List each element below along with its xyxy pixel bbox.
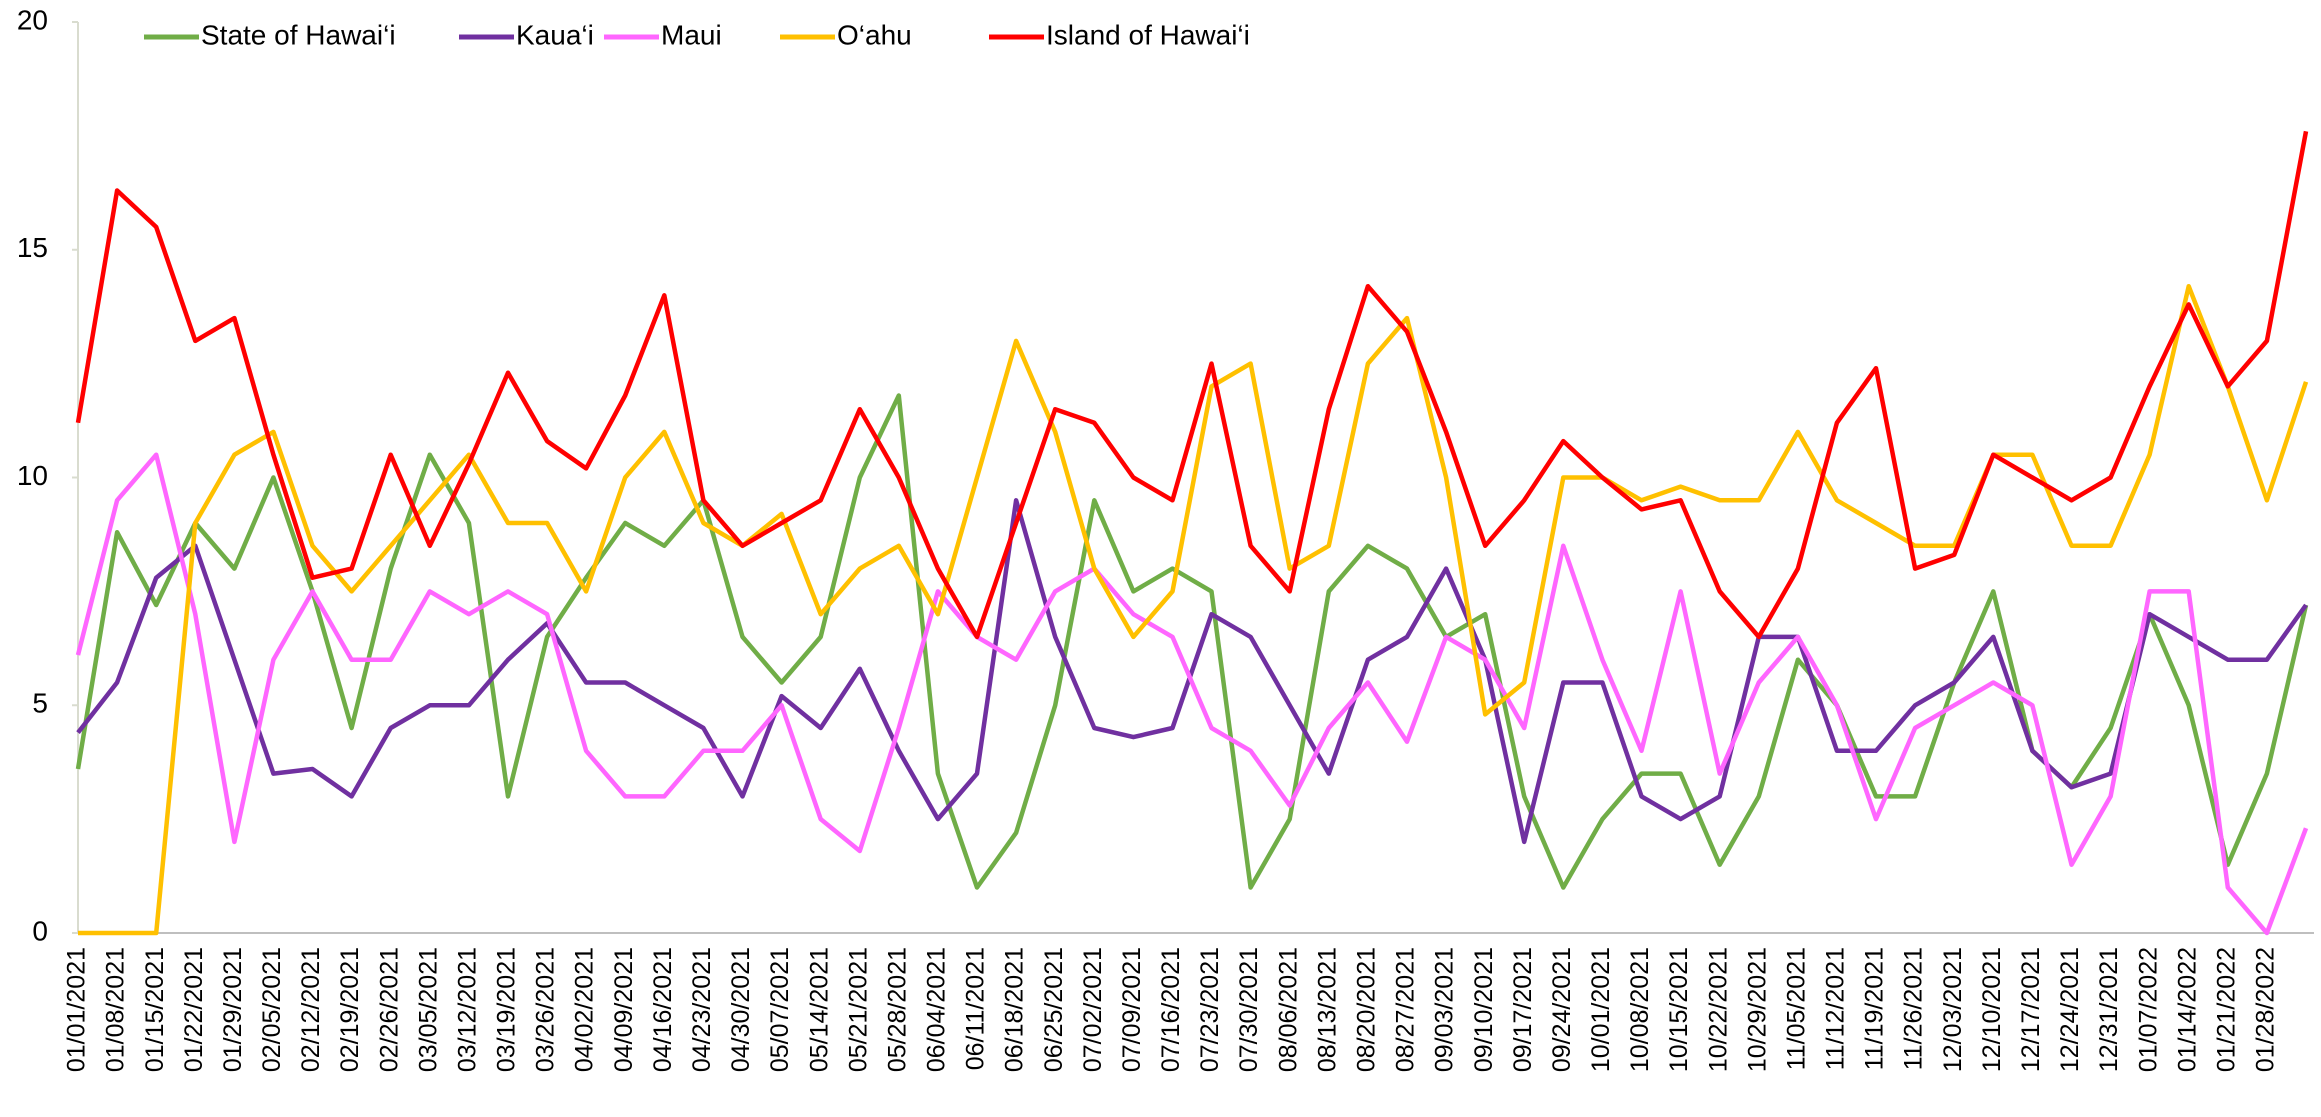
x-tick-label: 04/30/2021 xyxy=(727,947,755,1072)
x-tick-label: 01/28/2022 xyxy=(2252,947,2280,1072)
x-tick-label: 10/29/2021 xyxy=(1743,947,1771,1072)
x-tick-label: 01/01/2021 xyxy=(63,947,91,1072)
x-tick-label: 08/13/2021 xyxy=(1313,947,1341,1072)
series-line xyxy=(78,283,2309,936)
x-tick-label: 04/09/2021 xyxy=(610,947,638,1072)
x-tick-label: 04/16/2021 xyxy=(649,947,677,1072)
x-tick-label: 12/10/2021 xyxy=(1978,947,2006,1072)
x-tick-label: 07/23/2021 xyxy=(1196,947,1224,1072)
x-tick-label: 06/04/2021 xyxy=(923,947,951,1072)
x-tick-label: 07/16/2021 xyxy=(1157,947,1185,1072)
x-tick-label: 07/02/2021 xyxy=(1079,947,1107,1072)
x-tick-label: 06/25/2021 xyxy=(1040,947,1068,1072)
x-tick-label: 10/15/2021 xyxy=(1665,947,1693,1072)
x-tick-label: 08/20/2021 xyxy=(1353,947,1381,1072)
x-tick-label: 02/19/2021 xyxy=(336,947,364,1072)
x-tick-label: 09/10/2021 xyxy=(1470,947,1498,1072)
x-tick-label: 08/06/2021 xyxy=(1274,947,1302,1072)
x-tick-label: 09/24/2021 xyxy=(1548,947,1576,1072)
x-tick-label: 11/05/2021 xyxy=(1782,947,1810,1070)
x-tick-label: 03/26/2021 xyxy=(532,947,560,1072)
x-tick-label: 06/11/2021 xyxy=(962,947,990,1070)
legend-label: Maui xyxy=(661,19,722,50)
x-tick-label: 04/02/2021 xyxy=(571,947,599,1072)
series-line xyxy=(75,452,2309,936)
x-tick-label: 01/21/2022 xyxy=(2212,947,2240,1072)
series-line xyxy=(75,393,2309,890)
x-tick-label: 10/22/2021 xyxy=(1704,947,1732,1072)
x-tick-label: 06/18/2021 xyxy=(1001,947,1029,1072)
x-tick-label: 11/19/2021 xyxy=(1861,947,1889,1070)
legend-label: Island of Hawai‘i xyxy=(1046,19,1250,50)
x-tick-label: 03/05/2021 xyxy=(414,947,442,1072)
x-tick-label: 01/14/2022 xyxy=(2173,947,2201,1072)
x-tick-label: 01/15/2021 xyxy=(141,947,169,1072)
x-tick-label: 08/27/2021 xyxy=(1392,947,1420,1072)
legend-label: State of Hawai‘i xyxy=(201,19,396,50)
x-tick-label: 10/08/2021 xyxy=(1626,947,1654,1072)
x-tick-label: 03/19/2021 xyxy=(493,947,521,1072)
x-tick-label: 01/22/2021 xyxy=(180,947,208,1072)
x-tick-label: 02/12/2021 xyxy=(297,947,325,1072)
legend-label: O‘ahu xyxy=(837,19,912,50)
x-tick-label: 05/21/2021 xyxy=(844,947,872,1072)
x-tick-label: 07/30/2021 xyxy=(1235,947,1263,1072)
x-tick-label: 10/01/2021 xyxy=(1587,947,1615,1072)
x-tick-label: 05/14/2021 xyxy=(805,947,833,1072)
y-tick-label: 0 xyxy=(32,915,48,946)
series-line xyxy=(75,130,2309,640)
x-tick-label: 09/03/2021 xyxy=(1431,947,1459,1072)
y-tick-label: 10 xyxy=(17,460,48,491)
x-tick-label: 02/26/2021 xyxy=(375,947,403,1072)
x-tick-label: 07/09/2021 xyxy=(1118,947,1146,1072)
x-tick-label: 03/12/2021 xyxy=(453,947,481,1072)
series-line xyxy=(76,498,2308,845)
y-tick-label: 20 xyxy=(17,4,48,35)
x-tick-label: 11/26/2021 xyxy=(1900,947,1928,1070)
x-tick-label: 05/07/2021 xyxy=(766,947,794,1072)
x-tick-label: 09/17/2021 xyxy=(1509,947,1537,1072)
legend-label: Kaua‘i xyxy=(516,19,594,50)
x-tick-label: 01/07/2022 xyxy=(2134,947,2162,1072)
x-tick-label: 01/08/2021 xyxy=(102,947,130,1072)
x-tick-label: 04/23/2021 xyxy=(688,947,716,1072)
x-tick-label: 12/17/2021 xyxy=(2017,947,2045,1072)
x-tick-label: 12/31/2021 xyxy=(2095,947,2123,1072)
y-tick-label: 15 xyxy=(17,232,48,263)
x-tick-label: 02/05/2021 xyxy=(258,947,286,1072)
y-tick-label: 5 xyxy=(32,688,48,719)
x-tick-label: 12/24/2021 xyxy=(2056,947,2084,1072)
x-tick-label: 05/28/2021 xyxy=(883,947,911,1072)
x-tick-label: 01/29/2021 xyxy=(219,947,247,1072)
x-tick-label: 12/03/2021 xyxy=(1939,947,1967,1072)
x-tick-label: 11/12/2021 xyxy=(1822,947,1850,1070)
